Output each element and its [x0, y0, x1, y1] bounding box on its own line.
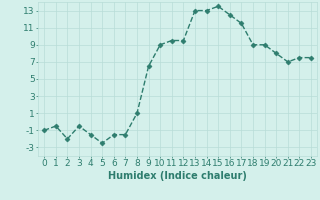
- X-axis label: Humidex (Indice chaleur): Humidex (Indice chaleur): [108, 171, 247, 181]
